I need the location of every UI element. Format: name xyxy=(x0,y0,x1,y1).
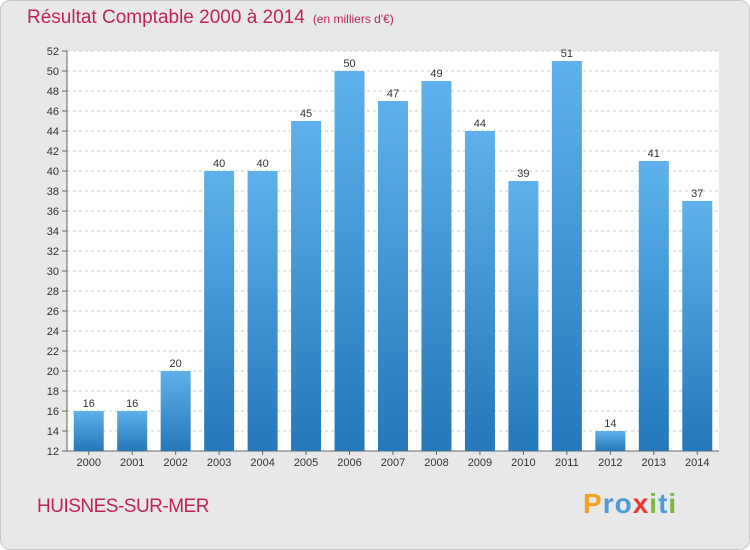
x-tick-label: 2013 xyxy=(642,457,666,469)
y-tick-label: 40 xyxy=(47,166,59,178)
x-tick-label: 2007 xyxy=(381,457,405,469)
y-tick-label: 38 xyxy=(47,186,59,198)
bar xyxy=(682,201,713,451)
y-tick-label: 26 xyxy=(47,306,59,318)
y-tick-label: 18 xyxy=(47,386,59,398)
bar xyxy=(117,411,148,451)
bar-value-label: 50 xyxy=(343,58,355,70)
x-tick-label: 2012 xyxy=(598,457,622,469)
bar-value-label: 49 xyxy=(430,68,442,80)
x-tick-label: 2011 xyxy=(555,457,579,469)
bar xyxy=(421,81,452,451)
bar-value-label: 51 xyxy=(561,48,573,60)
y-tick-label: 24 xyxy=(47,326,59,338)
bar-value-label: 16 xyxy=(126,398,138,410)
y-tick-label: 34 xyxy=(47,226,59,238)
y-tick-label: 16 xyxy=(47,406,59,418)
bar-value-label: 40 xyxy=(213,158,225,170)
y-tick-label: 28 xyxy=(47,286,59,298)
x-tick-label: 2002 xyxy=(163,457,187,469)
chart-subtitle: (en milliers d'€) xyxy=(312,12,394,26)
x-tick-label: 2014 xyxy=(685,457,709,469)
bar xyxy=(551,61,582,451)
bar xyxy=(73,411,104,451)
bar xyxy=(508,181,539,451)
chart-title: Résultat Comptable 2000 à 2014 xyxy=(27,7,305,28)
bar-value-label: 41 xyxy=(648,148,660,160)
bar xyxy=(378,101,408,451)
bar xyxy=(160,371,191,451)
bar-value-label: 45 xyxy=(300,108,312,120)
y-tick-label: 14 xyxy=(47,426,59,438)
x-tick-label: 2006 xyxy=(337,457,361,469)
y-tick-label: 50 xyxy=(47,66,59,78)
x-tick-label: 2005 xyxy=(294,457,318,469)
y-tick-label: 12 xyxy=(47,446,59,458)
bar xyxy=(595,431,626,451)
bar xyxy=(247,171,278,451)
bar xyxy=(464,131,495,451)
bar-value-label: 40 xyxy=(256,158,268,170)
logo-letter: i xyxy=(649,488,659,519)
y-tick-label: 30 xyxy=(47,266,59,278)
x-tick-label: 2008 xyxy=(424,457,448,469)
bar xyxy=(291,121,322,451)
x-tick-label: 2004 xyxy=(250,457,274,469)
y-tick-label: 48 xyxy=(47,86,59,98)
chart-title-block: Résultat Comptable 2000 à 2014 (en millie… xyxy=(27,7,394,29)
x-tick-label: 2000 xyxy=(76,457,100,469)
x-tick-label: 2010 xyxy=(511,457,535,469)
bar-value-label: 20 xyxy=(170,358,182,370)
x-tick-label: 2001 xyxy=(120,457,144,469)
logo-letter: P xyxy=(583,488,603,519)
logo-letter: i xyxy=(668,488,678,519)
y-tick-label: 44 xyxy=(47,126,59,138)
y-tick-label: 32 xyxy=(47,246,59,258)
bar-value-label: 47 xyxy=(387,88,399,100)
y-tick-label: 52 xyxy=(47,46,59,58)
y-tick-label: 46 xyxy=(47,106,59,118)
bar xyxy=(334,71,365,451)
logo-letter: t xyxy=(658,488,669,519)
bar-value-label: 37 xyxy=(691,188,703,200)
y-tick-label: 22 xyxy=(47,346,59,358)
bar-value-label: 16 xyxy=(83,398,95,410)
bar xyxy=(638,161,669,451)
bar xyxy=(204,171,235,451)
logo-letter: x xyxy=(632,488,650,519)
logo-letter: o xyxy=(614,488,633,519)
y-tick-label: 42 xyxy=(47,146,59,158)
bar-value-label: 44 xyxy=(474,118,486,130)
proxiti-logo: Proxiti xyxy=(583,488,677,520)
logo-letter: r xyxy=(602,488,615,519)
x-tick-label: 2003 xyxy=(207,457,231,469)
town-name: HUISNES-SUR-MER xyxy=(37,496,209,517)
bar-value-label: 14 xyxy=(604,418,616,430)
bar-value-label: 39 xyxy=(517,168,529,180)
x-tick-label: 2009 xyxy=(468,457,492,469)
y-tick-label: 20 xyxy=(47,366,59,378)
y-tick-label: 36 xyxy=(47,206,59,218)
